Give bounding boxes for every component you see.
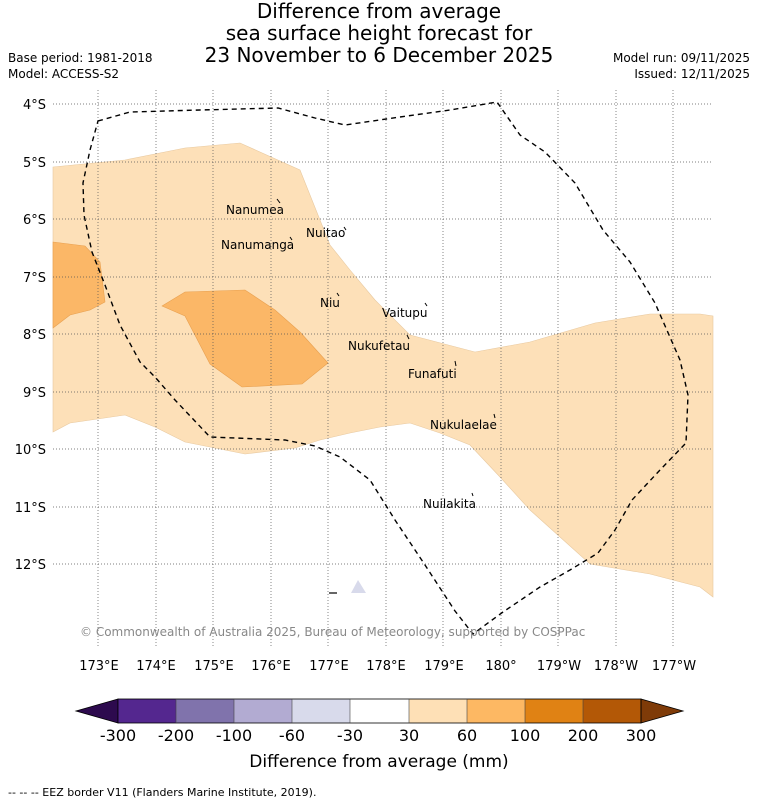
colorbar-dividers bbox=[175, 699, 584, 723]
colorbar-frame bbox=[117, 698, 642, 724]
place-label-nanumanga: Nanumanga bbox=[221, 238, 294, 252]
colorbar-segment-2 bbox=[176, 699, 234, 723]
map-title: Difference from average sea surface heig… bbox=[0, 0, 758, 66]
place-label-nuilakita: Nuilakita bbox=[423, 497, 476, 511]
lon-tick-174e: 174°E bbox=[136, 659, 176, 674]
lon-tick-173e: 173°E bbox=[79, 659, 119, 674]
lon-tick-177w: 177°W bbox=[652, 659, 696, 674]
meta-right: Model run: 09/11/2025 Issued: 12/11/2025 bbox=[613, 50, 750, 82]
colorbar-segment-4 bbox=[292, 699, 350, 723]
gridlines bbox=[53, 90, 713, 648]
eez-border bbox=[82, 101, 689, 635]
colorbar-segment-8 bbox=[525, 699, 583, 723]
place-label-nuitao: Nuitao bbox=[306, 226, 345, 240]
colorbar-label-60: 60 bbox=[457, 726, 477, 745]
band-30-60 bbox=[52, 142, 714, 598]
lat-tick-4s: 4°S bbox=[23, 98, 46, 113]
colorbar-label-200: 200 bbox=[568, 726, 599, 745]
place-label-nukufetau: Nukufetau bbox=[348, 339, 410, 353]
colorbar-segment-9 bbox=[583, 699, 641, 723]
colorbar-label-30: 30 bbox=[399, 726, 419, 745]
lat-tick-12s: 12°S bbox=[15, 558, 46, 573]
colorbar-label-neg300: -300 bbox=[100, 726, 136, 745]
lon-tick-177e: 177°E bbox=[309, 659, 349, 674]
lat-tick-11s: 11°S bbox=[15, 501, 46, 516]
lon-tick-178w: 178°W bbox=[594, 659, 638, 674]
place-label-nanumea: Nanumea bbox=[226, 203, 284, 217]
place-label-funafuti: Funafuti bbox=[408, 367, 457, 381]
colorbar-title: Difference from average (mm) bbox=[249, 752, 508, 772]
title-line-2: sea surface height forecast for bbox=[225, 21, 533, 45]
seamount-symbol bbox=[351, 580, 366, 593]
colorbar-extend-high bbox=[640, 698, 685, 724]
colorbar-segment-3 bbox=[234, 699, 292, 723]
colorbar-label-neg200: -200 bbox=[158, 726, 194, 745]
colorbar-extend-low bbox=[74, 698, 119, 724]
lat-tick-8s: 8°S bbox=[23, 328, 46, 343]
title-line-3: 23 November to 6 December 2025 bbox=[204, 43, 554, 67]
place-label-vaitupu: Vaitupu bbox=[382, 306, 428, 320]
lon-tick-180: 180° bbox=[485, 659, 516, 674]
place-label-nukulaelae: Nukulaelae bbox=[430, 418, 497, 432]
lon-tick-175e: 175°E bbox=[194, 659, 234, 674]
place-label-niu: Niu bbox=[320, 296, 340, 310]
copyright-credit: © Commonwealth of Australia 2025, Bureau… bbox=[80, 625, 585, 639]
colorbar-label-neg100: -100 bbox=[216, 726, 252, 745]
lat-tick-7s: 7°S bbox=[23, 271, 46, 286]
title-line-1: Difference from average bbox=[256, 0, 502, 23]
lat-tick-10s: 10°S bbox=[15, 443, 46, 458]
lat-tick-9s: 9°S bbox=[23, 386, 46, 401]
colorbar-label-neg60: -60 bbox=[279, 726, 305, 745]
lat-axis: 4°S 5°S 6°S 7°S 8°S 9°S 10°S 11°S 12°S bbox=[15, 98, 46, 573]
lon-tick-179w: 179°W bbox=[537, 659, 581, 674]
lon-axis: 173°E 174°E 175°E 176°E 177°E 178°E 179°… bbox=[79, 659, 696, 674]
eez-footer-note: -- -- -- EEZ border V11 (Flanders Marine… bbox=[8, 786, 317, 799]
colorbar-label-neg30: -30 bbox=[337, 726, 363, 745]
island-markers bbox=[276, 198, 496, 497]
meta-left: Base period: 1981-2018 Model: ACCESS-S2 bbox=[8, 50, 153, 82]
model-name: Model: ACCESS-S2 bbox=[8, 67, 120, 81]
band-60-100-west bbox=[52, 241, 106, 329]
lon-tick-179e: 179°E bbox=[424, 659, 464, 674]
colorbar-segment-6 bbox=[409, 699, 467, 723]
model-run: Model run: 09/11/2025 bbox=[612, 51, 750, 65]
lat-tick-6s: 6°S bbox=[23, 213, 46, 228]
colorbar-segment-7 bbox=[467, 699, 525, 723]
colorbar-segment-5 bbox=[350, 699, 409, 723]
lon-tick-178e: 178°E bbox=[366, 659, 406, 674]
colorbar-segment-1 bbox=[118, 699, 176, 723]
map-canvas: Nanumea Nuitao Nanumanga Niu Vaitupu Nuk… bbox=[15, 90, 714, 772]
lat-tick-5s: 5°S bbox=[23, 156, 46, 171]
base-period: Base period: 1981-2018 bbox=[8, 51, 153, 65]
lon-tick-176e: 176°E bbox=[251, 659, 291, 674]
issued-date: Issued: 12/11/2025 bbox=[634, 67, 750, 81]
colorbar-label-300: 300 bbox=[626, 726, 657, 745]
colorbar: -300 -200 -100 -60 -30 30 60 100 200 300… bbox=[74, 698, 685, 772]
colorbar-label-100: 100 bbox=[510, 726, 541, 745]
